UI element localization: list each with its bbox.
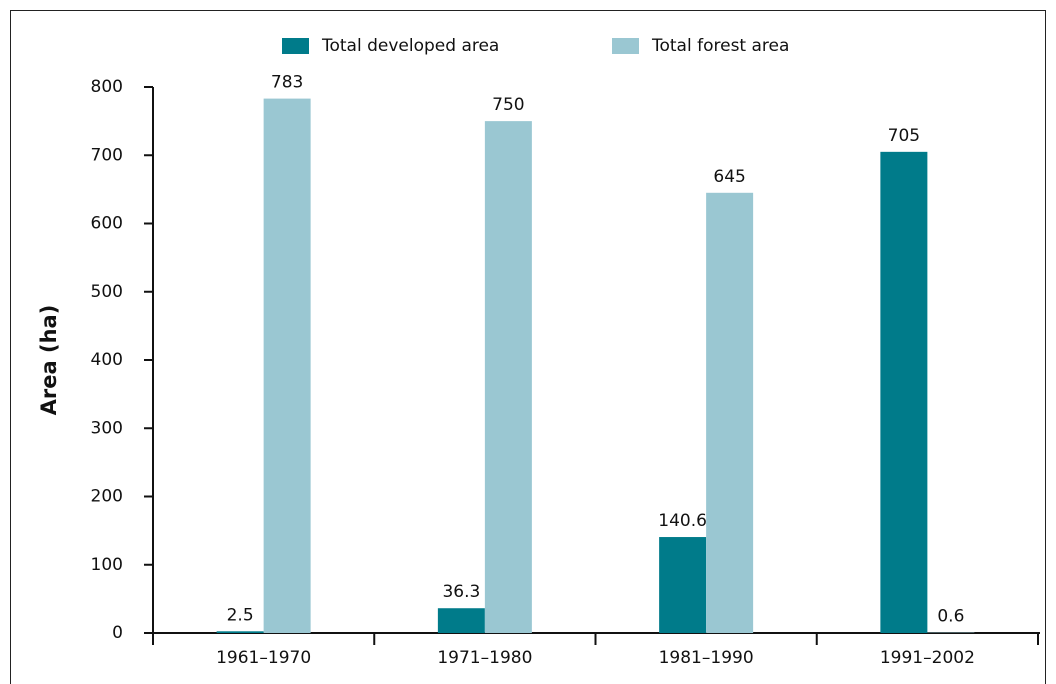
legend-swatch <box>612 38 639 54</box>
x-tick-label: 1981–1990 <box>659 648 754 668</box>
y-tick-label: 0 <box>112 623 123 643</box>
bar <box>659 537 707 633</box>
x-tick-label: 1971–1980 <box>437 648 532 668</box>
y-tick-label: 700 <box>91 145 123 165</box>
value-label: 140.6 <box>658 511 707 531</box>
x-tick-label: 1961–1970 <box>216 648 311 668</box>
bar <box>706 192 754 633</box>
y-tick-label: 400 <box>91 350 123 370</box>
x-tick-label: 1991–2002 <box>880 648 975 668</box>
value-label: 36.3 <box>442 582 480 602</box>
y-tick-label: 800 <box>91 77 123 97</box>
bar <box>263 98 311 634</box>
value-label: 2.5 <box>227 605 254 625</box>
bar <box>216 631 264 633</box>
bar <box>437 608 485 633</box>
value-label: 645 <box>713 167 745 187</box>
y-tick-label: 500 <box>91 282 123 302</box>
value-label: 705 <box>888 126 920 146</box>
y-tick-label: 300 <box>91 418 123 438</box>
y-tick-label: 600 <box>91 214 123 234</box>
value-label: 750 <box>492 95 524 115</box>
legend-label: Total forest area <box>651 36 789 56</box>
legend-swatch <box>282 38 309 54</box>
value-label: 0.6 <box>937 607 964 627</box>
y-tick-label: 100 <box>91 555 123 575</box>
bar <box>880 151 928 633</box>
bar <box>484 121 532 633</box>
legend-label: Total developed area <box>321 36 499 56</box>
y-tick-label: 200 <box>91 487 123 507</box>
frame <box>10 10 1046 684</box>
y-axis-label: Area (ha) <box>37 305 61 416</box>
value-label: 783 <box>271 73 303 93</box>
